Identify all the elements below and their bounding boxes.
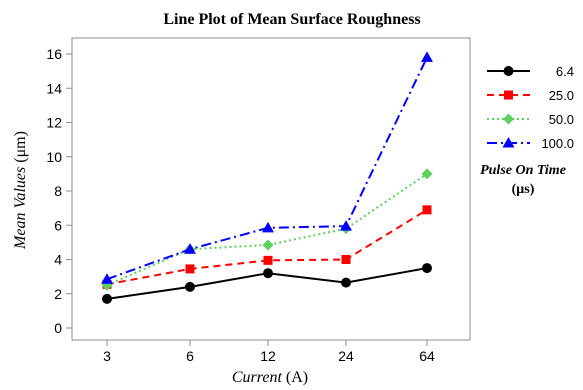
data-point — [421, 51, 433, 62]
y-axis-title: Mean Values (μm) — [12, 131, 29, 250]
legend-item: 100.0 — [487, 136, 574, 151]
data-point — [184, 243, 196, 254]
x-tick-label: 12 — [260, 348, 276, 364]
data-point — [421, 168, 433, 180]
data-point — [422, 263, 432, 274]
legend-label: 50.0 — [549, 112, 574, 127]
y-axis-title-main: Mean Values — [12, 167, 29, 250]
y-axis-title-unit: (μm) — [12, 131, 29, 167]
legend-marker — [503, 66, 514, 76]
x-axis-title-unit: (A) — [282, 369, 308, 386]
data-point — [341, 277, 351, 288]
legend-label: 25.0 — [549, 88, 574, 103]
y-tick-label: 10 — [46, 149, 62, 165]
series-line — [106, 173, 428, 287]
x-tick-label: 24 — [338, 348, 354, 364]
data-point — [263, 268, 273, 279]
data-point — [341, 255, 351, 264]
legend-marker — [502, 137, 515, 148]
x-tick-label: 3 — [103, 348, 111, 364]
data-point — [422, 205, 432, 215]
y-tick-label: 12 — [46, 115, 62, 131]
data-point — [340, 220, 352, 231]
y-tick-label: 0 — [54, 320, 62, 336]
legend-marker — [504, 90, 513, 100]
data-point — [262, 239, 274, 251]
series-6.4 — [102, 263, 432, 304]
chart-title: Line Plot of Mean Surface Roughness — [163, 11, 420, 28]
legend-item: 25.0 — [487, 88, 574, 103]
series-layer — [101, 51, 433, 304]
legend-marker — [503, 113, 514, 125]
legend-item: 6.4 — [487, 64, 574, 79]
y-tick-label: 6 — [54, 217, 62, 233]
data-point — [102, 293, 112, 304]
data-point — [263, 255, 273, 265]
y-tick-label: 14 — [46, 80, 62, 96]
legend-title: Pulse On Time — [480, 163, 566, 178]
x-tick-label: 64 — [419, 348, 435, 364]
legend-label: 100.0 — [541, 136, 574, 151]
x-axis: 3 6 12 24 64 — [103, 340, 435, 364]
data-point — [185, 264, 195, 274]
plot-frame — [71, 37, 471, 341]
x-tick-label: 6 — [186, 348, 194, 364]
y-tick-label: 8 — [54, 183, 62, 199]
series-100.0 — [101, 51, 433, 284]
y-tick-label: 16 — [46, 46, 62, 62]
x-axis-title: Current (A) — [232, 369, 308, 386]
x-axis-title-main: Current — [232, 369, 283, 386]
legend-item: 50.0 — [487, 112, 574, 127]
data-point — [262, 221, 274, 233]
data-point — [185, 281, 195, 292]
data-point — [101, 273, 113, 284]
y-tick-label: 2 — [54, 286, 62, 302]
legend-title-unit: (μs) — [512, 182, 535, 197]
y-tick-label: 4 — [54, 252, 62, 268]
legend: 6.4 25.0 50.0 100.0 Pulse On Time (μs) — [480, 64, 574, 197]
y-axis: 0 2 4 6 8 10 12 14 16 — [46, 46, 72, 336]
legend-label: 6.4 — [556, 64, 574, 79]
